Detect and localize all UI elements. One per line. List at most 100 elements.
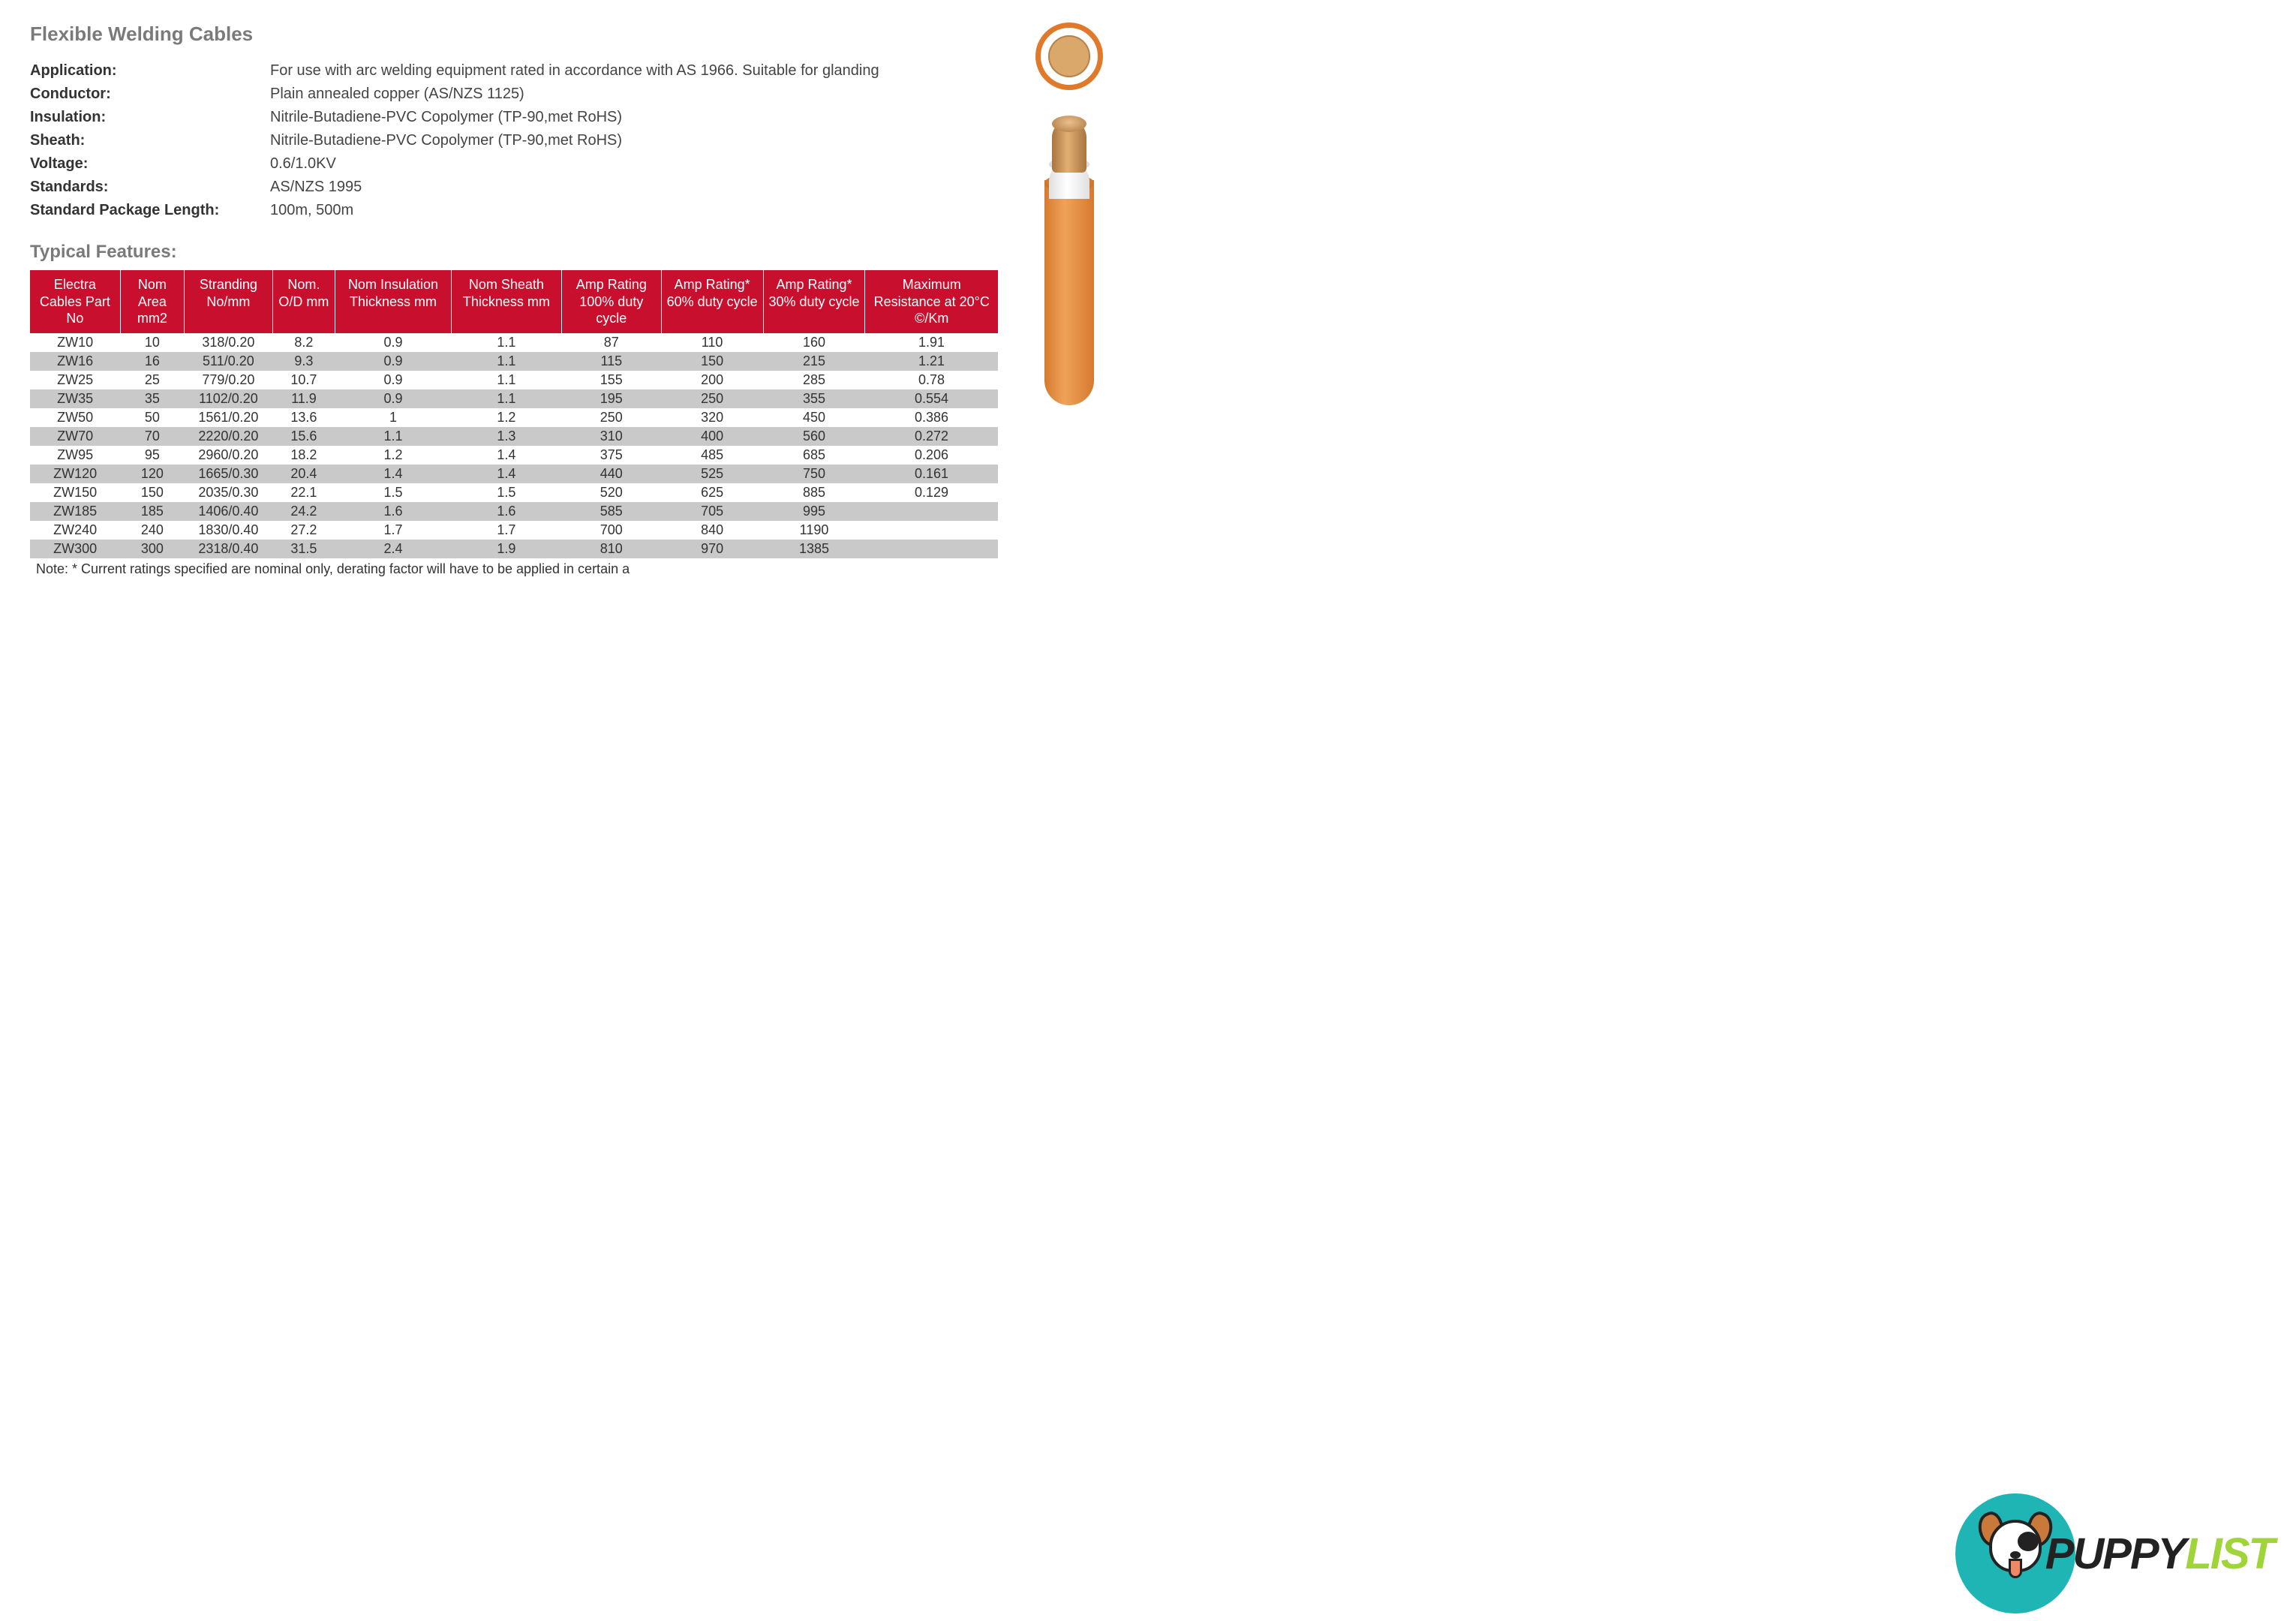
table-cell: 885 [763, 483, 865, 502]
table-cell: ZW50 [30, 408, 120, 427]
table-cell: 0.554 [865, 389, 998, 408]
table-cell: 1.9 [451, 540, 561, 558]
cable-3d-icon [1035, 120, 1103, 405]
spec-label: Voltage: [30, 152, 270, 176]
cable-cross-section-icon [1035, 23, 1103, 90]
table-cell: 185 [120, 502, 184, 521]
table-cell: 585 [561, 502, 661, 521]
features-subtitle: Typical Features: [30, 242, 998, 263]
watermark-text-2: LIST [2185, 1529, 2273, 1579]
table-cell: 10 [120, 333, 184, 352]
table-cell: 560 [763, 427, 865, 446]
table-cell: 215 [763, 352, 865, 371]
table-cell: 810 [561, 540, 661, 558]
table-cell: 110 [661, 333, 763, 352]
table-cell: 11.9 [272, 389, 335, 408]
spec-value: AS/NZS 1995 [270, 176, 998, 199]
table-cell: 1.7 [335, 521, 452, 540]
table-cell: 0.161 [865, 465, 998, 483]
table-cell: 1.1 [451, 333, 561, 352]
table-cell: 2960/0.20 [185, 446, 273, 465]
table-cell: 0.206 [865, 446, 998, 465]
table-row: ZW1501502035/0.3022.11.51.55206258850.12… [30, 483, 998, 502]
table-cell: 155 [561, 371, 661, 389]
table-cell: 250 [661, 389, 763, 408]
table-cell: 440 [561, 465, 661, 483]
table-cell: 1.2 [451, 408, 561, 427]
table-cell: 160 [763, 333, 865, 352]
table-header-cell: Amp Rating* 60% duty cycle [661, 270, 763, 333]
table-cell: 705 [661, 502, 763, 521]
spec-label: Insulation: [30, 106, 270, 129]
table-header-cell: Nom Sheath Thickness mm [451, 270, 561, 333]
spec-value: Nitrile-Butadiene-PVC Copolymer (TP-90,m… [270, 129, 998, 152]
table-cell: 24.2 [272, 502, 335, 521]
table-cell: 1.91 [865, 333, 998, 352]
dog-icon [1974, 1512, 2057, 1595]
table-cell: 375 [561, 446, 661, 465]
table-cell: 0.9 [335, 352, 452, 371]
table-cell: 1.5 [335, 483, 452, 502]
table-cell: 685 [763, 446, 865, 465]
table-cell: 1.4 [451, 465, 561, 483]
table-cell: 1.6 [335, 502, 452, 521]
table-row: ZW1616511/0.209.30.91.11151502151.21 [30, 352, 998, 371]
table-cell: 2.4 [335, 540, 452, 558]
table-row: ZW3003002318/0.4031.52.41.98109701385 [30, 540, 998, 558]
spec-label: Standards: [30, 176, 270, 199]
table-cell: 10.7 [272, 371, 335, 389]
table-cell: 1.6 [451, 502, 561, 521]
table-cell: 1830/0.40 [185, 521, 273, 540]
spec-value: 0.6/1.0KV [270, 152, 998, 176]
table-cell: ZW300 [30, 540, 120, 558]
spec-row: Application:For use with arc welding equ… [30, 59, 998, 83]
table-cell: 70 [120, 427, 184, 446]
spec-value: 100m, 500m [270, 199, 998, 222]
table-header-cell: Stranding No/mm [185, 270, 273, 333]
table-cell: 0.9 [335, 389, 452, 408]
table-cell: ZW16 [30, 352, 120, 371]
table-cell: 1.1 [451, 371, 561, 389]
table-cell: 400 [661, 427, 763, 446]
table-cell: 18.2 [272, 446, 335, 465]
spec-value: Plain annealed copper (AS/NZS 1125) [270, 83, 998, 106]
table-cell: 0.386 [865, 408, 998, 427]
spec-value: Nitrile-Butadiene-PVC Copolymer (TP-90,m… [270, 106, 998, 129]
table-cell: 1.1 [335, 427, 452, 446]
table-header-cell: Nom Insulation Thickness mm [335, 270, 452, 333]
page-title: Flexible Welding Cables [30, 23, 998, 46]
table-cell: 840 [661, 521, 763, 540]
spec-row: Voltage:0.6/1.0KV [30, 152, 998, 176]
table-cell: 22.1 [272, 483, 335, 502]
table-cell: 525 [661, 465, 763, 483]
table-cell: 320 [661, 408, 763, 427]
table-cell: 16 [120, 352, 184, 371]
table-cell: 8.2 [272, 333, 335, 352]
table-cell: ZW35 [30, 389, 120, 408]
table-cell: 1.4 [451, 446, 561, 465]
table-cell [865, 502, 998, 521]
table-cell: 31.5 [272, 540, 335, 558]
table-cell: ZW150 [30, 483, 120, 502]
table-row: ZW95952960/0.2018.21.21.43754856850.206 [30, 446, 998, 465]
table-cell: 115 [561, 352, 661, 371]
table-cell: ZW185 [30, 502, 120, 521]
table-cell: 355 [763, 389, 865, 408]
table-cell: 87 [561, 333, 661, 352]
table-cell: 2220/0.20 [185, 427, 273, 446]
table-cell: 2318/0.40 [185, 540, 273, 558]
table-cell: 625 [661, 483, 763, 502]
table-row: ZW1851851406/0.4024.21.61.6585705995 [30, 502, 998, 521]
table-cell: 250 [561, 408, 661, 427]
table-cell: 0.272 [865, 427, 998, 446]
table-cell: 150 [661, 352, 763, 371]
table-cell: 1561/0.20 [185, 408, 273, 427]
table-cell [865, 540, 998, 558]
table-cell: 0.9 [335, 333, 452, 352]
table-cell: ZW240 [30, 521, 120, 540]
spec-row: Insulation:Nitrile-Butadiene-PVC Copolym… [30, 106, 998, 129]
table-row: ZW35351102/0.2011.90.91.11952503550.554 [30, 389, 998, 408]
table-cell: 95 [120, 446, 184, 465]
table-header-cell: Nom. O/D mm [272, 270, 335, 333]
table-cell: 750 [763, 465, 865, 483]
